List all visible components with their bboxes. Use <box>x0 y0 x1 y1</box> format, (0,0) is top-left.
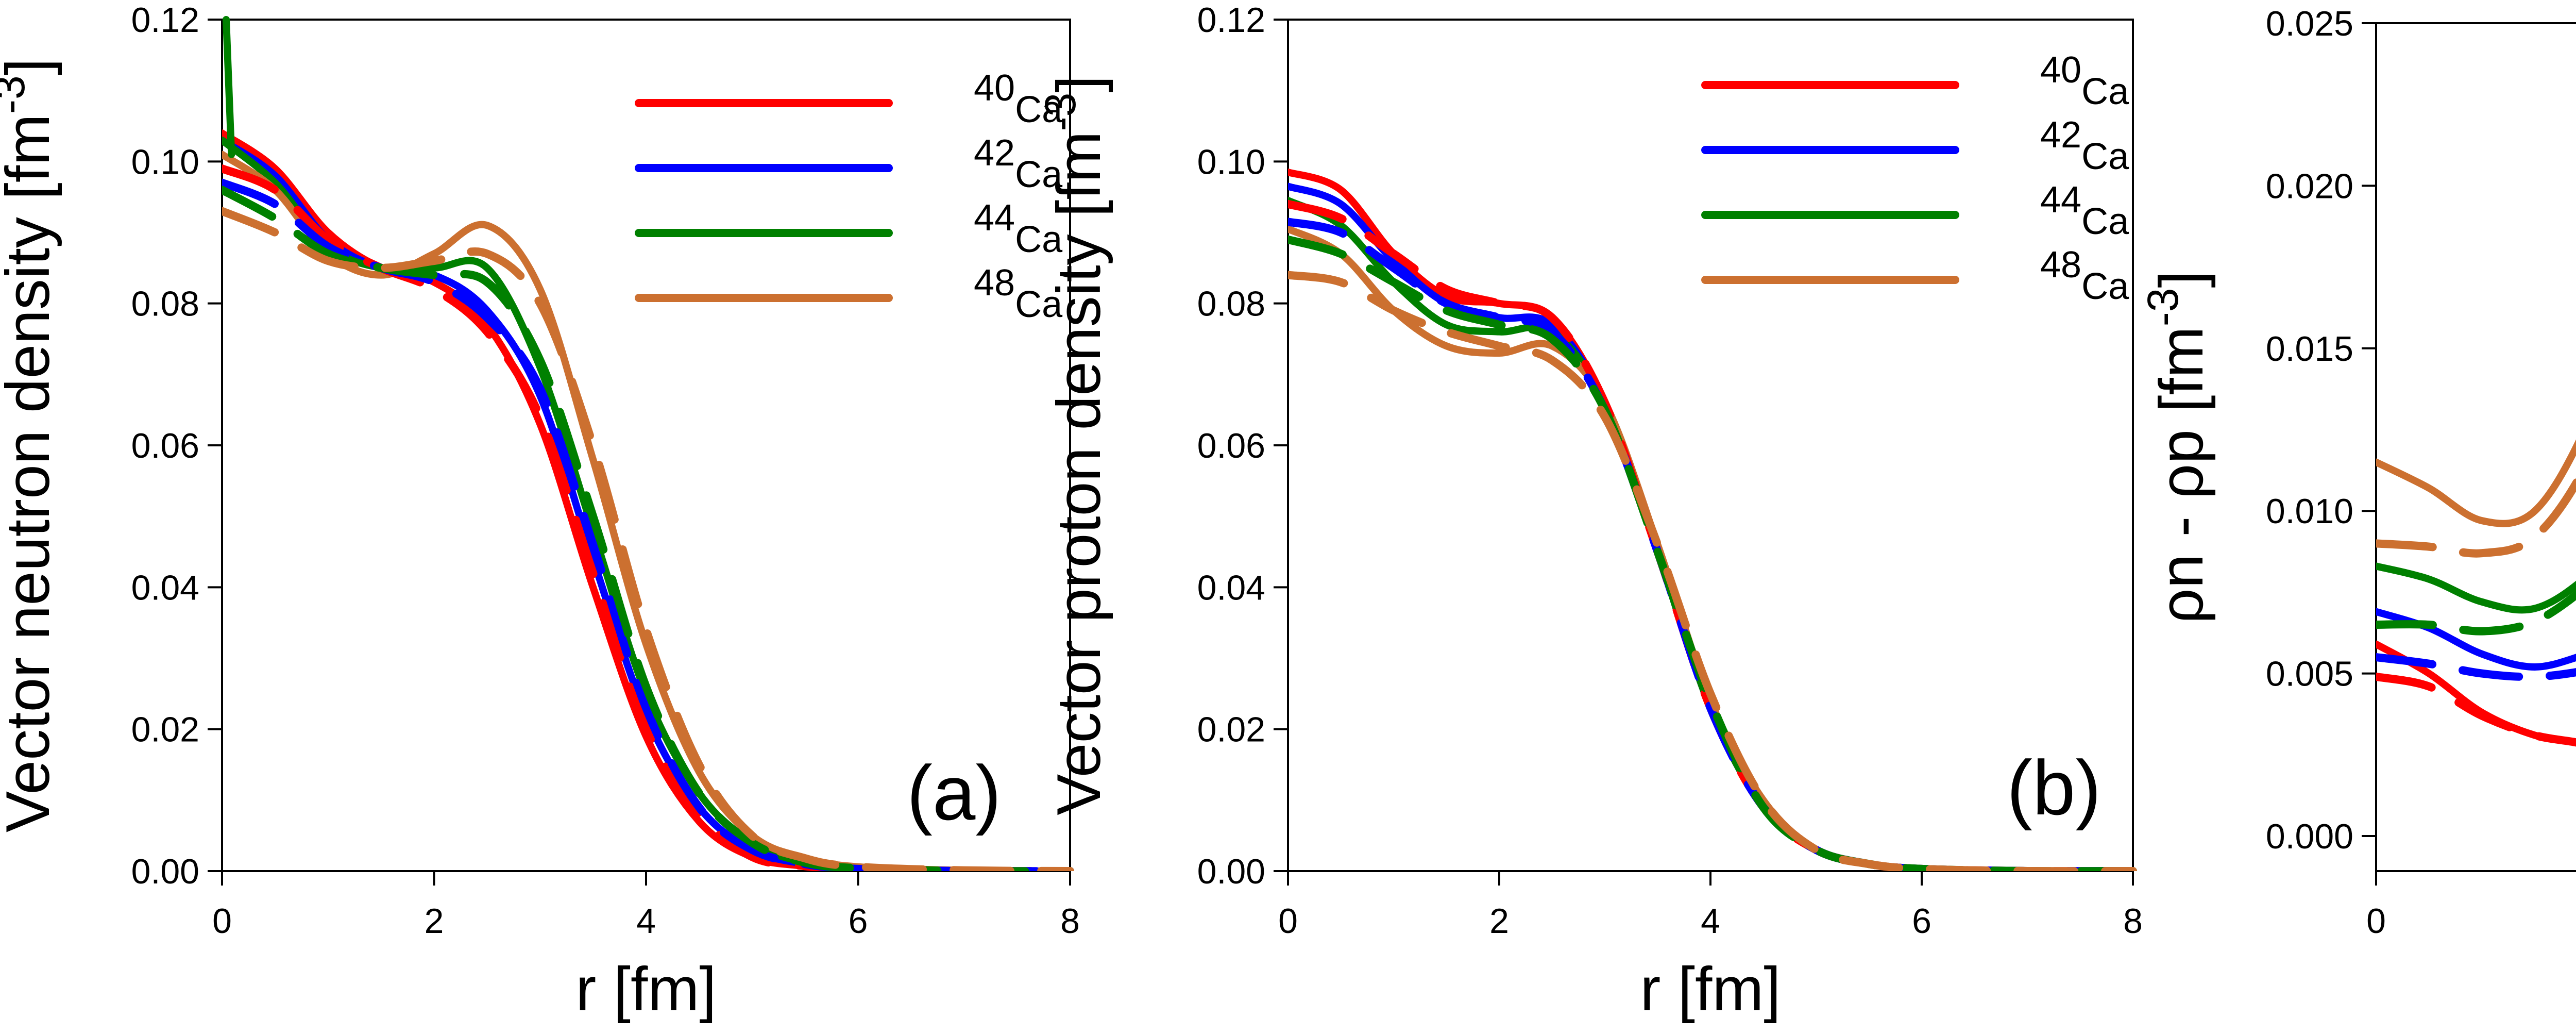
series-line-42ca-solid <box>1288 182 2137 871</box>
y-tick-label: 0.12 <box>131 1 199 40</box>
x-tick-label: 6 <box>849 902 868 941</box>
x-axis-title: r [fm] <box>575 955 716 1024</box>
y-tick-label: 0.020 <box>2266 166 2353 206</box>
legend-label: 48Ca <box>974 262 1063 325</box>
legend-label: 42Ca <box>974 132 1063 195</box>
legend-label: 48Ca <box>2040 244 2129 307</box>
y-tick-label: 0.08 <box>131 285 199 324</box>
series-line-44ca-dashed <box>2376 590 2576 636</box>
x-tick-label: 8 <box>1060 902 1080 941</box>
curves <box>2376 439 2576 747</box>
legend-label: 42Ca <box>2040 114 2129 177</box>
series-line-44ca-dashed <box>222 186 1074 871</box>
y-tick-label: 0.02 <box>1197 710 1265 749</box>
series-line-44ca-solid <box>2376 562 2576 614</box>
y-tick-label: 0.02 <box>131 710 199 749</box>
series-line-48ca-solid <box>1288 225 2137 871</box>
y-tick-label: 0.04 <box>131 568 199 607</box>
y-tick-label: 0.015 <box>2266 329 2353 369</box>
series-line-44ca-solid <box>1288 197 2137 871</box>
y-tick-label: 0.12 <box>1197 1 1265 40</box>
y-tick-label: 0.06 <box>1197 426 1265 465</box>
curves <box>1288 169 2137 871</box>
x-tick-label: 4 <box>636 902 656 941</box>
panel-a: 0.00 0.02 0.04 0.06 0.08 0.10 0.12 0 2 4 6 8 r [fm] V… <box>0 1 1080 1024</box>
x-tick-label: 0 <box>212 902 232 941</box>
x-tick-label: 2 <box>425 902 444 941</box>
y-tick-label: 0.00 <box>1197 852 1265 891</box>
y-axis-title: ρn - ρp [fm-3] <box>2139 271 2216 624</box>
x-tick-label: 0 <box>2366 902 2386 941</box>
y-tick-label: 0.06 <box>131 426 199 465</box>
y-tick-label: 0.010 <box>2266 492 2353 531</box>
y-tick-label: 0.08 <box>1197 285 1265 324</box>
series-line-48ca-dashed <box>222 207 1074 871</box>
series-line-40ca-dashed <box>2376 672 2576 747</box>
series-line-48ca-dashed <box>2376 475 2576 558</box>
y-tick-label: 0.10 <box>131 142 199 181</box>
y-tick-label: 0.10 <box>1197 142 1265 181</box>
panel-label: (b) <box>2007 744 2101 831</box>
y-axis-title: Vector neutron density [fm-3] <box>0 58 62 832</box>
curves <box>222 16 1074 871</box>
series-line-42ca-solid <box>2376 608 2576 671</box>
y-tick-label: 0.00 <box>131 852 199 891</box>
series-line-48ca-solid <box>2376 439 2576 527</box>
legend-label: 40Ca <box>974 68 1063 130</box>
x-tick-label: 0 <box>1278 902 1298 941</box>
panel-b: 0.00 0.02 0.04 0.06 0.08 0.10 0.12 0 2 4 6 8 r [fm] V… <box>1036 1 2143 1024</box>
y-axis-title: Vector proton density [fm-3] <box>1036 75 1113 815</box>
series-line-44ca-dashed <box>1288 235 2137 871</box>
panel-label: (a) <box>907 749 1001 836</box>
y-tick-label: 0.025 <box>2266 4 2353 43</box>
legend-label: 44Ca <box>2040 179 2129 242</box>
y-tick-label: 0.005 <box>2266 655 2353 694</box>
y-tick-label: 0.000 <box>2266 817 2353 856</box>
x-axis-title: r [fm] <box>1640 955 1781 1024</box>
plot-frame <box>2375 22 2576 872</box>
series-line-42ca-dashed <box>2376 653 2576 681</box>
legend-label: 40Ca <box>2040 49 2129 112</box>
y-tick-label: 0.04 <box>1197 568 1265 607</box>
series-spike-44ca <box>223 16 235 158</box>
series-line-48ca-dashed <box>1288 271 2137 871</box>
x-tick-label: 2 <box>1489 902 1509 941</box>
x-tick-label: 6 <box>1912 902 1931 941</box>
x-tick-label: 4 <box>1701 902 1720 941</box>
legend-label: 44Ca <box>974 197 1063 260</box>
x-tick-label: 8 <box>2123 902 2143 941</box>
